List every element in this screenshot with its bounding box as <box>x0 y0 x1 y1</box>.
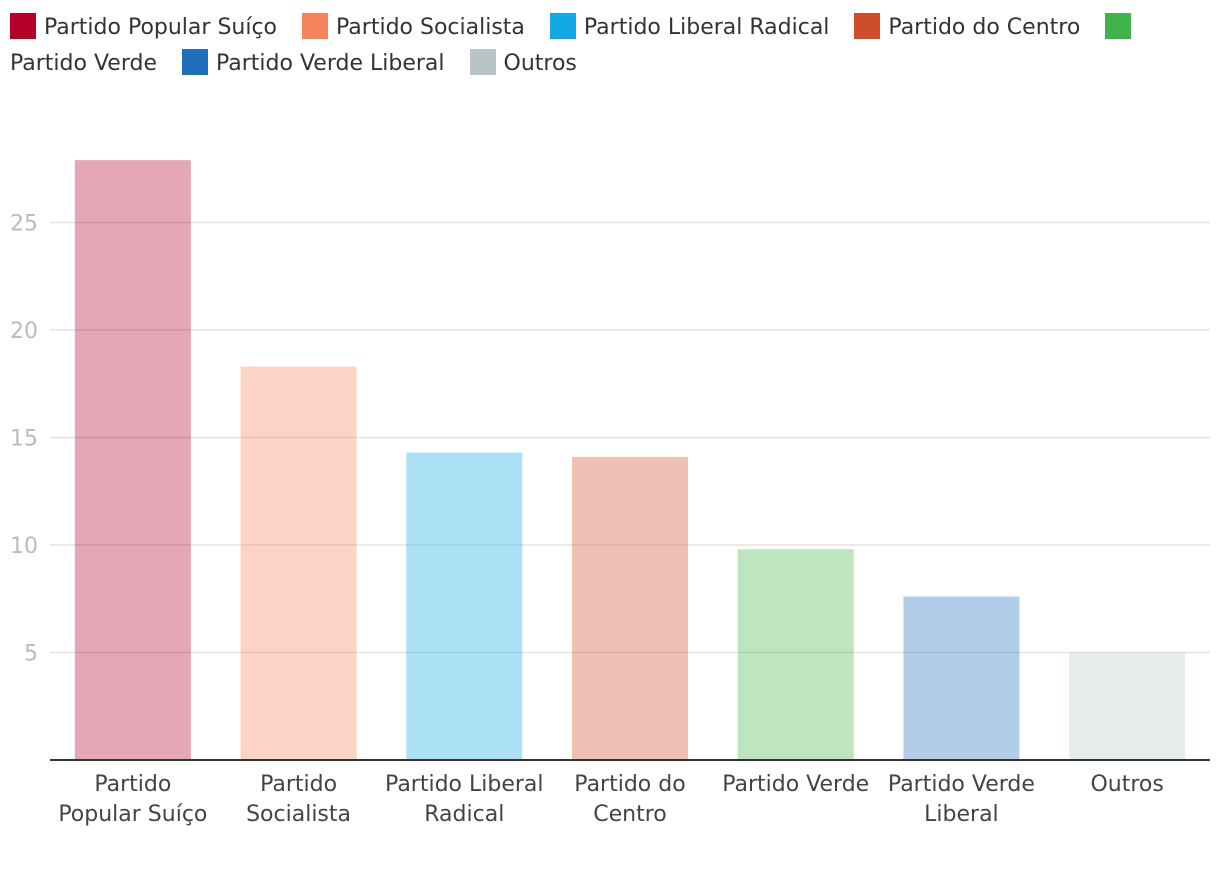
bar <box>737 549 854 760</box>
bar <box>74 160 191 760</box>
bar <box>1069 652 1186 760</box>
legend-swatch <box>182 49 208 75</box>
legend-item: Partido Popular Suíço <box>10 13 278 40</box>
legend-swatch <box>302 13 329 39</box>
legend: Partido Popular Suíço Partido Socialista… <box>10 10 1190 82</box>
y-tick-label: 5 <box>24 642 38 667</box>
x-tick-label: Outros <box>1090 772 1164 797</box>
legend-item: Partido Liberal Radical <box>549 13 830 40</box>
bar <box>240 366 357 760</box>
x-tick-label: Partido Verde <box>722 772 870 797</box>
legend-label: Partido Liberal Radical <box>583 15 830 40</box>
legend-swatch <box>469 49 496 75</box>
x-tick-label: Partido do Centro <box>574 772 686 827</box>
y-tick-label: 10 <box>10 534 38 559</box>
legend-item: Partido Verde Liberal <box>182 49 445 76</box>
legend-item: Partido Verde <box>10 13 1139 76</box>
legend-swatch <box>1105 13 1132 39</box>
x-tick-label: Partido Socialista <box>246 772 352 827</box>
x-tick-label: Partido Verde Liberal <box>887 772 1035 827</box>
legend-label: Partido Socialista <box>336 15 525 40</box>
y-tick-label: 15 <box>10 427 38 452</box>
x-tick-label: Partido Liberal Radical <box>385 772 544 827</box>
legend-swatch <box>10 13 36 39</box>
y-tick-label: 20 <box>10 319 38 344</box>
legend-item: Outros <box>469 49 577 76</box>
bar <box>406 452 523 760</box>
legend-label: Partido Verde Liberal <box>216 51 445 76</box>
x-tick-label: Partido Popular Suíço <box>58 772 208 827</box>
legend-label: Partido Verde <box>10 51 157 76</box>
bar <box>572 456 688 760</box>
legend-label: Partido Popular Suíço <box>44 15 278 40</box>
legend-swatch <box>549 13 576 39</box>
legend-item: Partido Socialista <box>302 13 525 40</box>
y-tick-label: 25 <box>10 212 38 237</box>
bar <box>903 596 1020 760</box>
legend-label: Partido do Centro <box>888 15 1081 40</box>
legend-label: Outros <box>503 51 577 76</box>
legend-swatch <box>854 13 881 39</box>
legend-item: Partido do Centro <box>854 13 1081 40</box>
